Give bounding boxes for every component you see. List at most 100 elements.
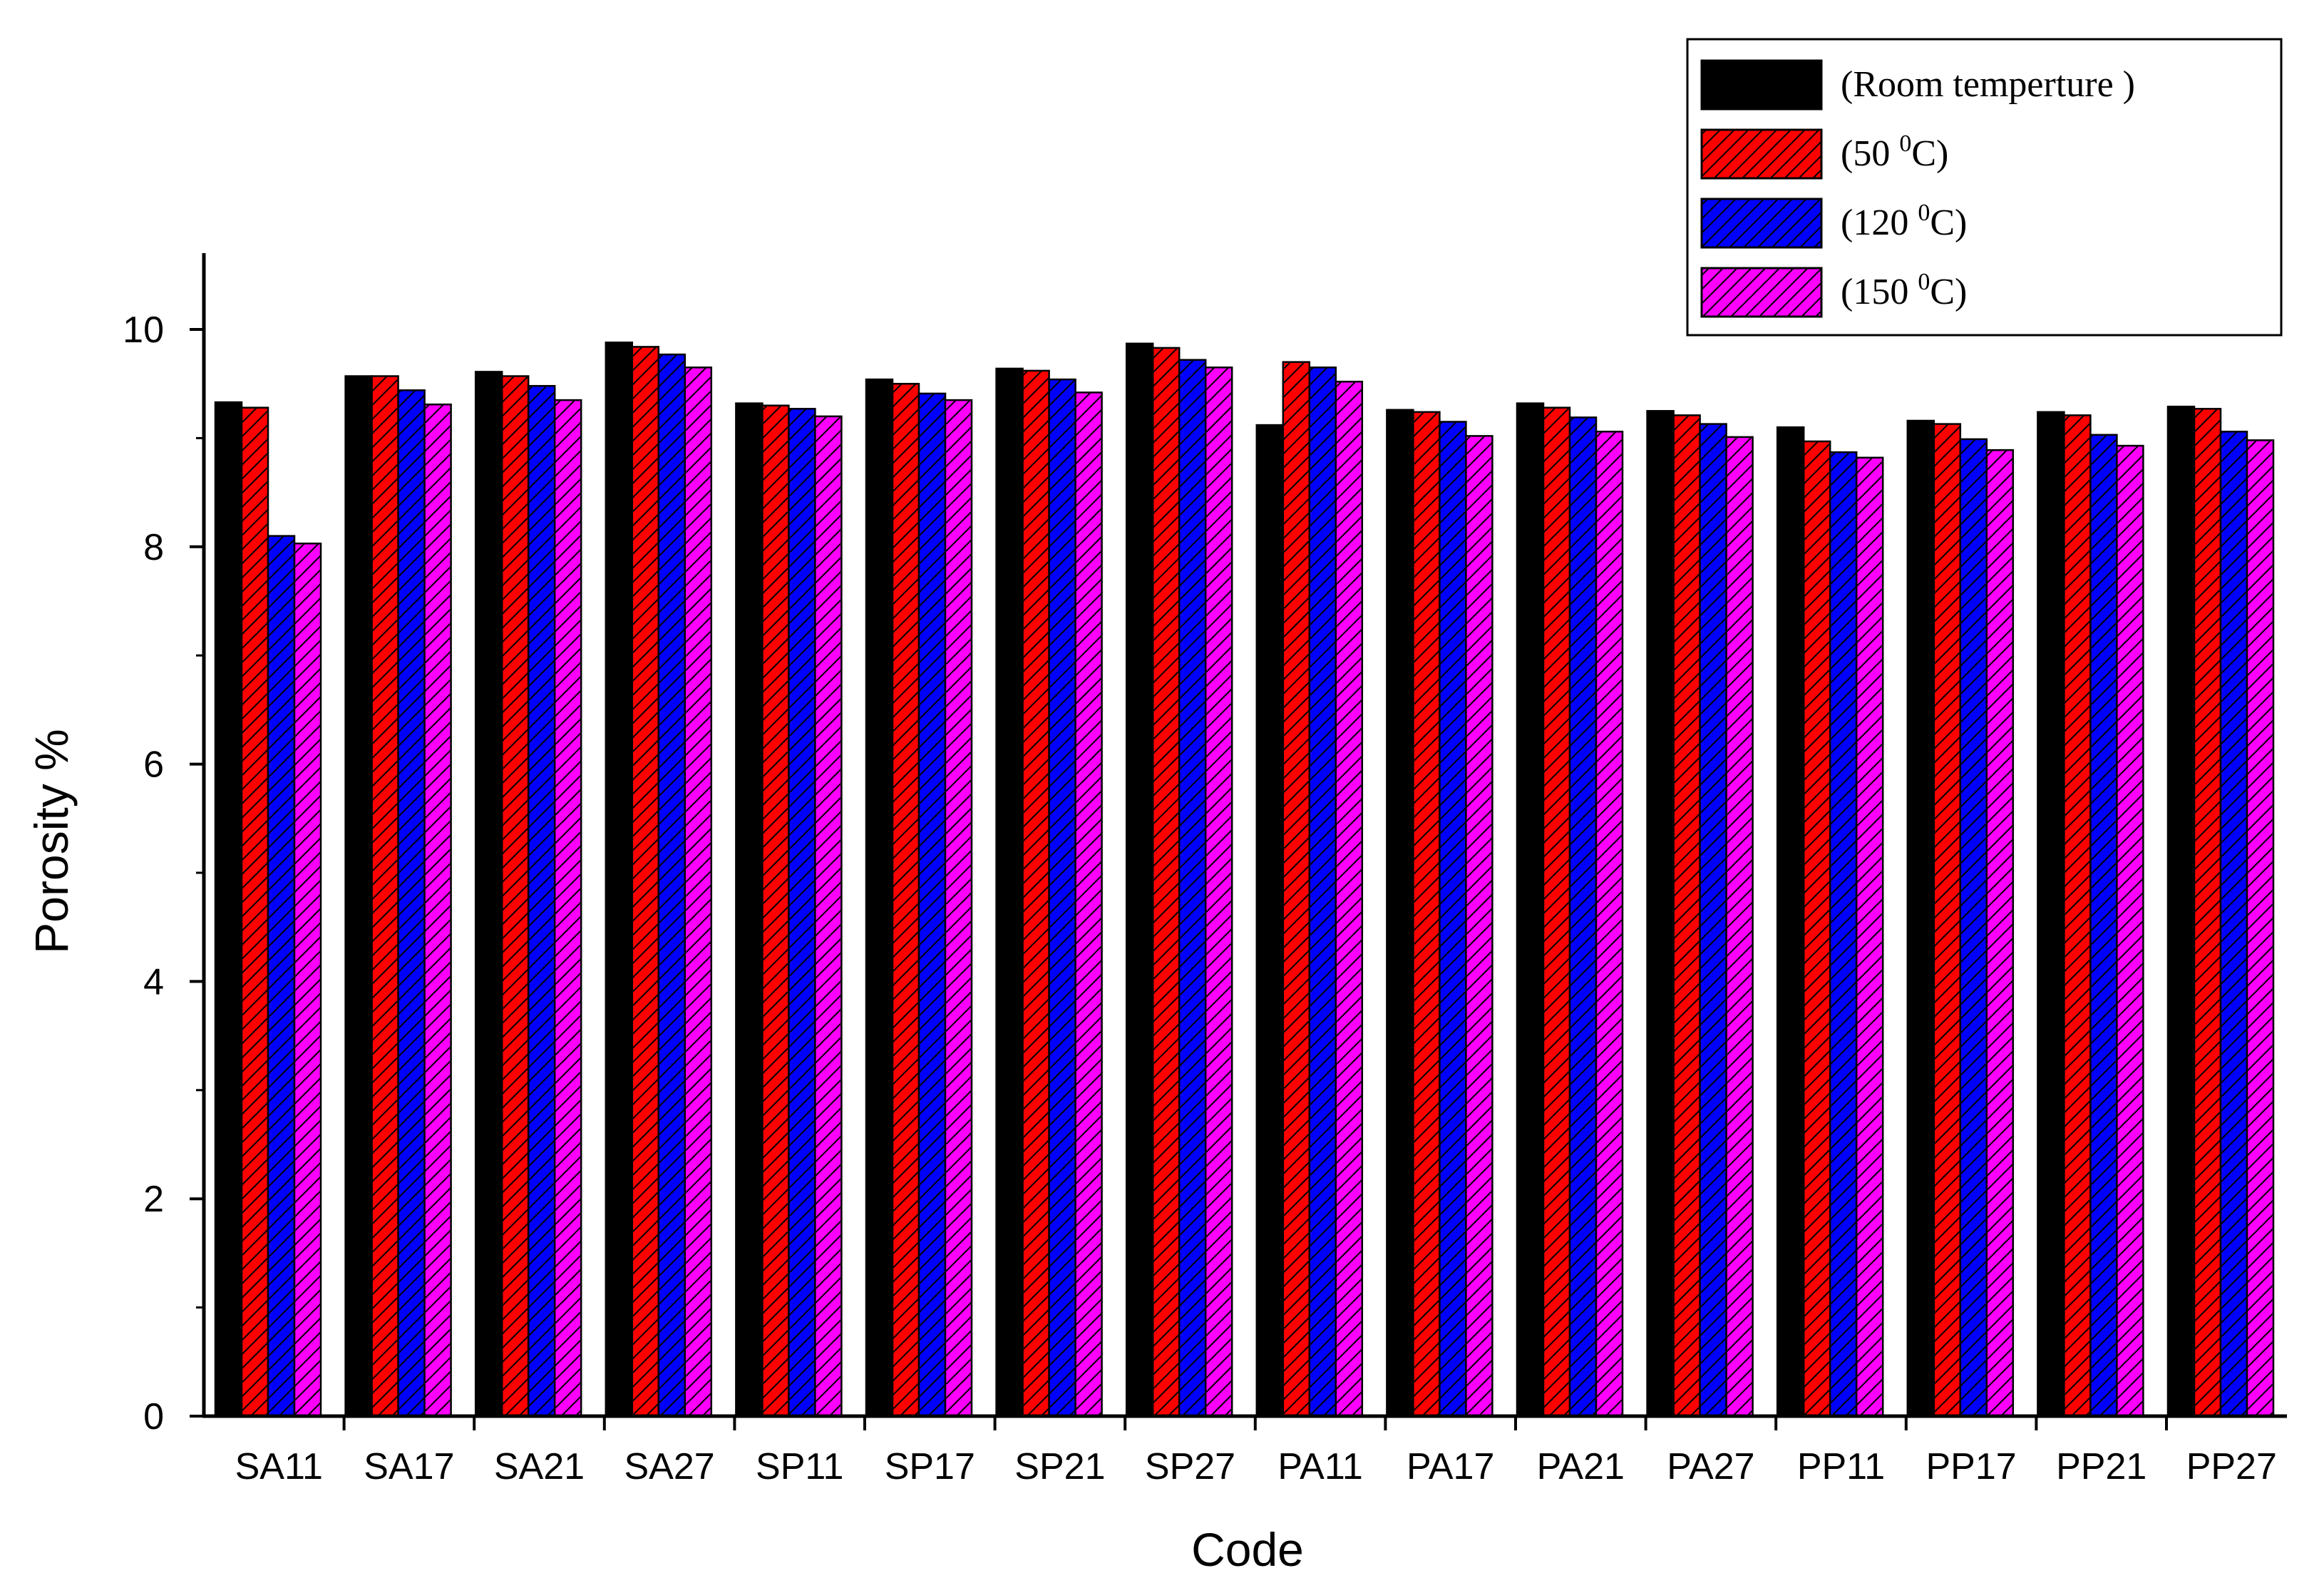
legend-label-3: (120 0C) bbox=[1841, 200, 1967, 243]
x-tick-label-sa27: SA27 bbox=[624, 1446, 714, 1487]
bar-sa21-series-4 bbox=[553, 399, 582, 1418]
bar-sp27-series-1 bbox=[1125, 342, 1154, 1418]
legend-label-2: (50 0C) bbox=[1841, 130, 1948, 174]
bar-sp21-series-2 bbox=[1022, 369, 1050, 1418]
bar-sp11-series-3 bbox=[788, 408, 816, 1418]
x-tick-label-sp27: SP27 bbox=[1145, 1446, 1235, 1487]
legend-swatch-2 bbox=[1700, 128, 1823, 180]
bar-pp17-series-1 bbox=[1906, 419, 1935, 1418]
y-tick-label-6: 6 bbox=[143, 744, 164, 786]
bar-sa11-series-4 bbox=[293, 542, 322, 1418]
x-tick-label-sa11: SA11 bbox=[235, 1446, 323, 1487]
bar-pa11-series-1 bbox=[1255, 424, 1285, 1418]
bar-sp21-series-4 bbox=[1074, 391, 1103, 1418]
bar-pa21-series-2 bbox=[1542, 406, 1571, 1418]
bar-sp21-series-3 bbox=[1048, 378, 1076, 1418]
x-tick-label-pa17: PA17 bbox=[1407, 1446, 1494, 1487]
bar-sa21-series-1 bbox=[474, 371, 503, 1418]
x-tick-label-pp27: PP27 bbox=[2186, 1446, 2277, 1487]
y-tick-label-10: 10 bbox=[123, 309, 164, 351]
y-axis-title: Porosity % bbox=[25, 729, 78, 953]
bar-sa11-series-3 bbox=[267, 535, 296, 1418]
y-tick-label-2: 2 bbox=[143, 1179, 164, 1220]
bar-pa11-series-4 bbox=[1335, 380, 1364, 1418]
bar-sa21-series-3 bbox=[527, 384, 556, 1418]
bar-pa27-series-4 bbox=[1725, 436, 1754, 1418]
legend-label-4: (150 0C) bbox=[1841, 269, 1967, 312]
bar-pa21-series-1 bbox=[1516, 402, 1545, 1418]
bar-pa27-series-3 bbox=[1699, 423, 1727, 1418]
x-tick-label-sp11: SP11 bbox=[756, 1446, 843, 1487]
bar-sa27-series-2 bbox=[631, 346, 660, 1418]
bar-sa27-series-4 bbox=[684, 367, 713, 1418]
bar-pa21-series-4 bbox=[1595, 431, 1624, 1418]
y-axis-ticks: 0 2 4 6 8 10 bbox=[123, 309, 204, 1438]
x-tick-label-pp11: PP11 bbox=[1797, 1446, 1885, 1487]
bar-pp17-series-2 bbox=[1933, 423, 1962, 1418]
bar-sa21-series-2 bbox=[500, 375, 530, 1418]
x-tick-label-sp17: SP17 bbox=[885, 1446, 975, 1487]
bar-sp27-series-2 bbox=[1151, 347, 1181, 1418]
legend: (Room temperture ) (50 0C) (120 0C) (150 0C… bbox=[1686, 38, 2283, 337]
bar-sa27-series-3 bbox=[657, 353, 687, 1418]
legend-swatch-4 bbox=[1700, 267, 1823, 318]
bar-pp21-series-2 bbox=[2063, 414, 2092, 1418]
y-tick-label-8: 8 bbox=[143, 527, 164, 568]
bar-sa11-series-2 bbox=[240, 406, 269, 1418]
bar-pa27-series-2 bbox=[1672, 414, 1701, 1418]
bar-sp17-series-1 bbox=[865, 378, 894, 1418]
bar-sp11-series-4 bbox=[814, 415, 843, 1418]
bar-pp11-series-4 bbox=[1855, 456, 1884, 1418]
bar-pa17-series-1 bbox=[1386, 409, 1414, 1418]
bar-pp11-series-1 bbox=[1776, 426, 1805, 1418]
x-tick-label-sa17: SA17 bbox=[364, 1446, 454, 1487]
bar-sa17-series-2 bbox=[371, 375, 399, 1418]
bar-pa21-series-3 bbox=[1568, 416, 1598, 1418]
bar-pp21-series-4 bbox=[2116, 444, 2144, 1418]
bar-pa17-series-2 bbox=[1412, 411, 1441, 1418]
legend-swatch-1 bbox=[1700, 59, 1823, 111]
x-tick-label-pp17: PP17 bbox=[1925, 1446, 2016, 1487]
legend-swatch-3 bbox=[1700, 198, 1823, 249]
bar-sa17-series-4 bbox=[423, 403, 452, 1418]
bar-pp21-series-3 bbox=[2089, 434, 2118, 1418]
bar-pp11-series-3 bbox=[1829, 451, 1858, 1418]
bar-pa17-series-4 bbox=[1465, 435, 1493, 1418]
bar-pa11-series-2 bbox=[1282, 361, 1311, 1418]
bar-sp17-series-4 bbox=[944, 399, 973, 1418]
bar-pp27-series-3 bbox=[2219, 431, 2248, 1418]
x-tick-label-pa27: PA27 bbox=[1667, 1446, 1754, 1487]
bar-sa17-series-3 bbox=[397, 389, 426, 1418]
x-tick-label-pa11: PA11 bbox=[1277, 1446, 1363, 1487]
bar-pa27-series-1 bbox=[1646, 410, 1675, 1418]
x-tick-label-pa21: PA21 bbox=[1537, 1446, 1625, 1487]
bar-pp21-series-1 bbox=[2037, 411, 2065, 1418]
bar-sp27-series-3 bbox=[1178, 359, 1207, 1418]
x-tick-label-pp21: PP21 bbox=[2056, 1446, 2146, 1487]
bar-pa17-series-3 bbox=[1439, 421, 1467, 1418]
bar-pp27-series-4 bbox=[2246, 439, 2275, 1418]
bar-sa27-series-1 bbox=[605, 342, 634, 1418]
bar-pa11-series-3 bbox=[1308, 367, 1337, 1418]
x-axis-title: Code bbox=[1191, 1523, 1304, 1576]
bar-sp17-series-3 bbox=[917, 392, 947, 1418]
y-tick-label-4: 4 bbox=[143, 961, 164, 1003]
y-tick-label-0: 0 bbox=[143, 1396, 164, 1438]
bar-pp17-series-4 bbox=[1985, 449, 2015, 1418]
bar-sp27-series-4 bbox=[1204, 367, 1233, 1418]
bar-sp11-series-1 bbox=[735, 402, 763, 1418]
bar-sa11-series-1 bbox=[214, 401, 243, 1418]
bar-sp21-series-1 bbox=[995, 367, 1024, 1418]
bar-sp11-series-2 bbox=[761, 404, 790, 1418]
bar-sa17-series-1 bbox=[344, 375, 373, 1418]
bars-layer bbox=[214, 342, 2275, 1418]
bar-pp27-series-2 bbox=[2193, 408, 2222, 1418]
bar-pp17-series-3 bbox=[1959, 438, 1988, 1418]
x-tick-label-sp21: SP21 bbox=[1014, 1446, 1105, 1487]
bar-pp11-series-2 bbox=[1802, 440, 1831, 1418]
bar-sp17-series-2 bbox=[891, 382, 920, 1418]
bar-pp27-series-1 bbox=[2166, 405, 2196, 1418]
x-axis-ticks: SA11 SA17 SA21 SA27 SP11 SP17 SP21 SP27 PA11 PA17… bbox=[235, 1416, 2277, 1487]
legend-label-1: (Room temperture ) bbox=[1841, 64, 2135, 105]
